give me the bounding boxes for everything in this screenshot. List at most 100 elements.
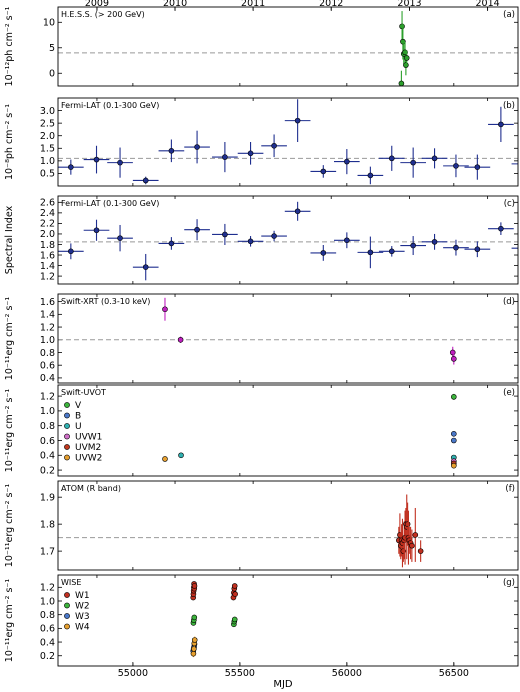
y-tick-label: 0.8 <box>40 421 55 432</box>
top-axis-tick-label: 2014 <box>476 0 500 9</box>
data-point <box>403 55 410 61</box>
y-tick-label: 1.0 <box>40 596 55 607</box>
legend-marker <box>64 444 70 450</box>
data-point <box>404 521 411 527</box>
panel-tag: (d) <box>503 297 515 307</box>
legend-marker <box>64 623 70 630</box>
data-point <box>399 23 405 30</box>
y-tick-label: 1.5 <box>40 144 55 155</box>
data-point <box>498 225 504 232</box>
panels: 0 5 10 H.E.S.S. (> 200 GeV) (a) 10⁻¹²ph cm⁻² … <box>4 6 519 667</box>
data-point <box>474 246 481 253</box>
y-tick-label: 0.6 <box>40 624 55 635</box>
legend-label: W4 <box>75 623 90 633</box>
panel-title: WISE <box>61 578 81 587</box>
data-point <box>68 248 74 255</box>
y-axis-label: 10⁻⁸ph cm⁻² s⁻¹ <box>4 104 15 180</box>
y-axis-label: 10⁻¹¹erg cm⁻² s⁻¹ <box>4 579 15 663</box>
data-point <box>93 156 100 163</box>
panel-xrt: 0.40.6 0.8 1.0 1.21.4 1.6 Swift-XRT (0.3-10 k… <box>4 293 519 384</box>
y-tick-label: 3.0 <box>40 106 55 117</box>
top-axis-tick-label: 2011 <box>241 0 265 9</box>
top-year-axis: 2009 2010 2011 2012 2013 2014 <box>85 0 500 11</box>
panel-tag: (f) <box>505 484 515 494</box>
data-point <box>400 38 406 45</box>
legend-marker <box>64 613 70 619</box>
panel-frame <box>57 97 519 187</box>
y-tick-label: 0.4 <box>40 451 55 462</box>
y-axis-label: 10⁻¹¹erg cm⁻² s⁻¹ <box>4 297 15 381</box>
legend-marker <box>64 592 70 598</box>
data-point <box>231 616 238 623</box>
panel-tag: (g) <box>503 578 515 588</box>
panel-uvot: 0.2 0.4 0.6 0.8 1.0 1.2 Swift-UVOT (e) 10⁻¹¹erg … <box>4 384 519 477</box>
legend-label: W1 <box>75 591 90 601</box>
legend-marker <box>64 412 70 419</box>
data-point <box>178 452 184 459</box>
legend-label: V <box>75 401 82 411</box>
panel-title: ATOM (R band) <box>61 484 121 493</box>
data-point <box>388 248 395 255</box>
panel-wise: 0.2 0.4 0.6 0.8 1.0 1.2 WISE (g) 10⁻¹¹erg cm⁻² s… <box>4 574 519 667</box>
y-tick-label: 0.6 <box>40 436 55 447</box>
x-axis-tick-label: 55500 <box>225 668 255 679</box>
legend-marker <box>64 602 70 609</box>
panel-frame <box>57 574 519 667</box>
data-point <box>271 142 277 149</box>
data-point <box>194 144 200 150</box>
data-point <box>247 150 254 157</box>
data-point <box>367 249 374 256</box>
panel-frame <box>57 6 519 87</box>
y-tick-label: 0.8 <box>40 610 55 621</box>
panel-data <box>58 99 518 185</box>
y-tick-label: 0.8 <box>40 348 55 359</box>
data-point <box>191 583 198 589</box>
legend-label: UVW2 <box>75 454 102 464</box>
y-tick-label: 0.4 <box>40 637 55 648</box>
y-axis-label: 10⁻¹¹erg cm⁻² s⁻¹ <box>4 484 15 568</box>
data-point <box>271 233 277 239</box>
y-tick-label: 1.4 <box>40 310 55 321</box>
legend-label: B <box>75 412 81 422</box>
data-point <box>409 542 415 549</box>
data-point <box>388 155 395 162</box>
y-tick-label: 0.6 <box>40 361 55 372</box>
data-point <box>453 244 459 251</box>
data-point <box>451 437 457 444</box>
panel-data <box>190 581 238 658</box>
y-axis-label: 10⁻¹²ph cm⁻² s⁻¹ <box>4 6 15 86</box>
panel-fermi_index: 1.21.41.61.82.02.22.42.6 Fermi-LAT (0.1-3… <box>4 195 519 285</box>
y-tick-label: 1.4 <box>40 261 55 272</box>
panel-tag: (e) <box>503 388 515 398</box>
y-tick-label: 0.2 <box>40 465 55 476</box>
x-axis-label: MJD <box>273 679 293 690</box>
y-tick-label: 1.2 <box>40 583 55 594</box>
data-point <box>320 168 327 175</box>
data-point <box>294 117 301 124</box>
data-point <box>117 159 123 166</box>
data-point <box>410 159 416 166</box>
data-point <box>451 394 457 400</box>
legend-label: U <box>75 422 82 432</box>
data-point <box>320 250 327 256</box>
panel-title: Fermi-LAT (0.1-300 GeV) <box>61 101 159 110</box>
y-axis-label: 10⁻¹¹erg cm⁻² s⁻¹ <box>4 389 15 473</box>
data-point <box>194 226 200 233</box>
panel-data <box>162 297 457 365</box>
legend-label: W3 <box>75 612 90 622</box>
panel-frame <box>57 384 519 477</box>
data-point <box>162 456 168 462</box>
data-point <box>403 62 409 68</box>
legend-marker <box>64 454 70 461</box>
data-point <box>177 336 184 343</box>
y-tick-label: 0.5 <box>40 169 55 180</box>
y-tick-label: 2.4 <box>40 208 55 219</box>
y-tick-label: 2.0 <box>40 131 55 142</box>
legend-label: W2 <box>75 602 90 612</box>
panel-data <box>398 11 410 86</box>
panel-tag: (b) <box>503 101 515 111</box>
y-tick-label: 1.8 <box>40 519 55 530</box>
data-point <box>451 431 457 437</box>
data-point <box>247 238 254 245</box>
